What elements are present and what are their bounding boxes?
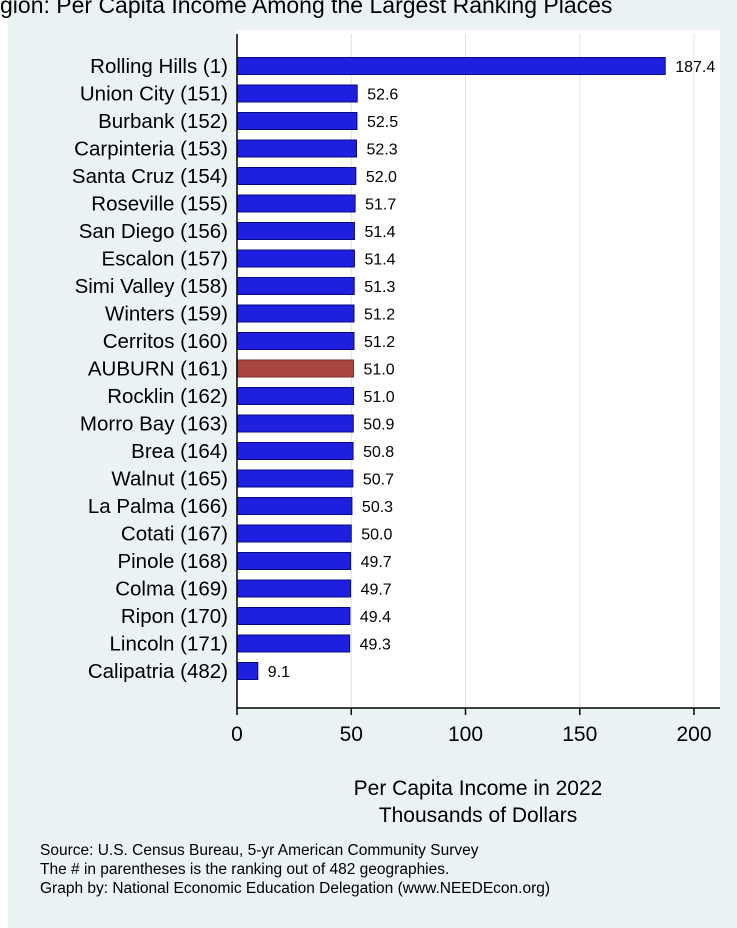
- bar: [236, 414, 354, 433]
- category-label: San Diego (156): [79, 220, 228, 243]
- value-label: 187.4: [675, 59, 715, 76]
- value-label: 51.2: [364, 334, 395, 351]
- x-tick-label: 150: [562, 723, 597, 746]
- bar: [236, 579, 352, 598]
- bar: [236, 57, 666, 75]
- value-label: 52.6: [367, 87, 398, 104]
- category-label: Rocklin (162): [107, 385, 228, 408]
- value-label: 51.7: [365, 197, 396, 214]
- category-label: Ripon (170): [121, 605, 228, 628]
- value-label: 52.3: [367, 142, 398, 159]
- source-note: Source: U.S. Census Bureau, 5-yr America…: [40, 842, 479, 859]
- bar: [236, 112, 358, 130]
- value-label: 51.0: [364, 389, 395, 406]
- category-label: Winters (159): [105, 303, 228, 326]
- x-tick-label: 50: [340, 723, 363, 746]
- chart-title-text: gion: Per Capita Income Among the Larges…: [0, 0, 613, 18]
- value-label: 50.7: [363, 472, 394, 489]
- bar: [236, 469, 354, 488]
- bar: [236, 524, 352, 543]
- category-label: Colma (169): [115, 578, 228, 601]
- value-label: 50.9: [363, 417, 394, 434]
- value-label: 49.7: [361, 554, 392, 571]
- value-label: 51.2: [364, 307, 395, 324]
- value-label: 50.3: [362, 499, 393, 516]
- bars: [236, 57, 666, 680]
- category-label: AUBURN (161): [88, 358, 228, 381]
- bar: [236, 222, 355, 240]
- category-label: Cerritos (160): [103, 330, 228, 353]
- bar: [236, 277, 355, 295]
- bar: [236, 332, 355, 350]
- category-label: Cotati (167): [121, 523, 228, 546]
- category-label: Roseville (155): [91, 193, 228, 216]
- x-tick-label: 200: [676, 723, 711, 746]
- category-label: Walnut (165): [111, 468, 228, 491]
- x-tick-label: 0: [231, 723, 243, 746]
- bar: [236, 552, 352, 570]
- bar: [236, 139, 358, 158]
- value-labels: 187.4 52.6 52.5 52.3 52.0 51.7 51.4 51.4 51.3 51.…: [268, 59, 716, 681]
- category-label: Pinole (168): [117, 550, 228, 573]
- value-label: 49.3: [360, 637, 391, 654]
- category-label: Calipatria (482): [88, 660, 228, 683]
- value-label: 52.5: [367, 114, 398, 131]
- category-label: Brea (164): [131, 440, 228, 463]
- x-axis-title-line2: Thousands of Dollars: [379, 804, 577, 827]
- value-label: 9.1: [268, 664, 290, 681]
- chart-title: gion: Per Capita Income Among the Larges…: [0, 0, 737, 20]
- credit-note: Graph by: National Economic Education De…: [40, 880, 551, 897]
- category-label: Santa Cruz (154): [72, 165, 228, 188]
- category-label: Burbank (152): [98, 110, 228, 133]
- bar: [236, 634, 351, 653]
- x-axis-ticks: 0 50 100 150 200: [231, 708, 712, 746]
- bar: [236, 442, 354, 460]
- category-label: Rolling Hills (1): [90, 55, 228, 78]
- bar: [236, 662, 259, 680]
- bar: [236, 167, 357, 185]
- value-label: 50.0: [361, 527, 392, 544]
- value-label: 50.8: [363, 444, 394, 461]
- ranking-note: The # in parentheses is the ranking out …: [40, 861, 450, 878]
- x-axis-title-line1: Per Capita Income in 2022: [354, 777, 603, 800]
- bar-highlighted: [236, 359, 355, 378]
- bar: [236, 304, 355, 323]
- value-label: 51.4: [364, 252, 395, 269]
- value-label: 49.7: [361, 582, 392, 599]
- category-label: La Palma (166): [88, 495, 228, 518]
- category-label: Union City (151): [80, 83, 228, 106]
- category-label: Lincoln (171): [109, 633, 228, 656]
- category-labels: Rolling Hills (1) Union City (151) Burbank…: [72, 55, 228, 683]
- bar: [236, 607, 351, 625]
- x-tick-label: 100: [448, 723, 483, 746]
- bar: [236, 387, 355, 405]
- category-label: Escalon (157): [102, 248, 228, 271]
- bar: [236, 84, 358, 103]
- value-label: 51.3: [364, 279, 395, 296]
- bar: [236, 194, 356, 213]
- bar: [236, 249, 355, 268]
- value-label: 51.4: [364, 224, 395, 241]
- value-label: 52.0: [366, 169, 397, 186]
- value-label: 51.0: [364, 362, 395, 379]
- category-label: Simi Valley (158): [75, 275, 228, 298]
- category-label: Morro Bay (163): [80, 413, 228, 436]
- category-label: Carpinteria (153): [74, 138, 228, 161]
- value-label: 49.4: [360, 609, 391, 626]
- bar: [236, 497, 353, 515]
